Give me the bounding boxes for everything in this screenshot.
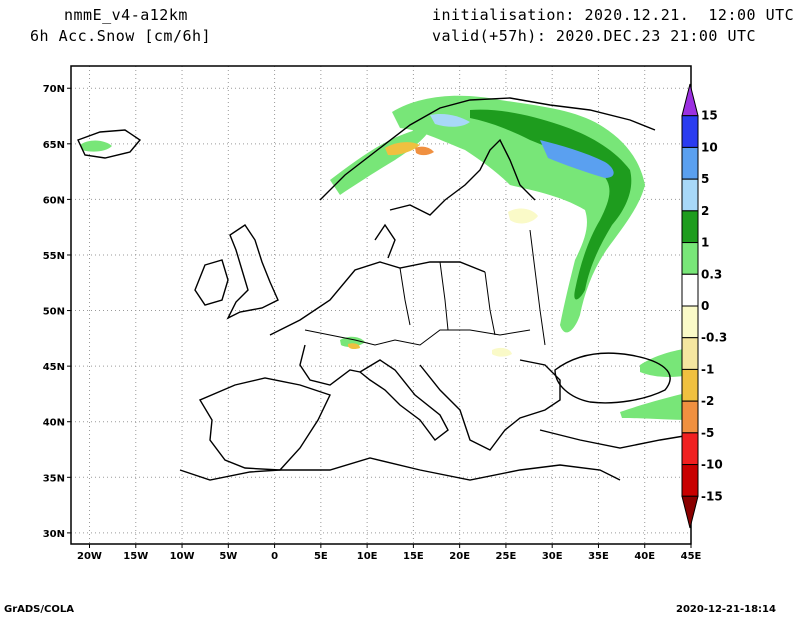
norway-orange (385, 142, 420, 156)
sweden-coast (389, 138, 536, 216)
colorbar-segment (681, 146, 699, 180)
colorbar-label: 0 (701, 299, 709, 313)
caucasus-snow (640, 348, 690, 377)
lat-tick-label: 30N (43, 529, 65, 540)
snow-lightblue-patch (430, 113, 470, 127)
lat-tick-label: 60N (43, 195, 65, 206)
lat-tick-label: 40N (43, 418, 65, 429)
colorbar-segment (681, 178, 699, 212)
lon-tick-label: 10W (170, 551, 195, 562)
lat-tick-label: 50N (43, 307, 65, 318)
scandinavia-coast (319, 97, 656, 201)
colorbar-label: 15 (701, 109, 718, 123)
colorbar-segment (681, 242, 699, 275)
colorbar-segment (681, 305, 699, 339)
colorbar-label: -10 (701, 458, 723, 472)
colorbar-label: -1 (701, 362, 714, 376)
lon-tick-label: 20E (449, 551, 470, 562)
colorbar-label: 2 (701, 204, 709, 218)
lon-tick-label: 35E (588, 551, 609, 562)
model-name: nmmE_v4-a12km (64, 6, 188, 24)
lon-tick-label: 10E (357, 551, 378, 562)
colorbar-segment (681, 210, 699, 244)
lon-tick-label: 5E (314, 551, 328, 562)
turkey-snow (620, 392, 690, 420)
lon-tick-label: 5W (219, 551, 237, 562)
colorbar-label: -0.3 (701, 331, 727, 345)
lon-tick-label: 0 (271, 551, 278, 562)
footer-timestamp: 2020-12-21-18:14 (676, 604, 776, 615)
lat-tick-label: 55N (43, 251, 65, 262)
hungary-yellow (492, 347, 512, 357)
ireland (194, 259, 229, 306)
colorbar: 15 10 5 2 1 0.3 0 -0.3 -1 -2 -5 -10 -15 (681, 83, 727, 529)
variable-title: 6h Acc.Snow [cm/6h] (30, 27, 212, 45)
snow-fields (80, 95, 690, 420)
colorbar-label: -5 (701, 426, 714, 440)
colorbar-segment (681, 115, 699, 148)
colorbar-segment (681, 337, 699, 370)
colorbar-label: -2 (701, 394, 714, 408)
colorbar-label: -15 (701, 489, 723, 503)
lon-tick-label: 45E (681, 551, 702, 562)
colorbar-bottom-arrow (681, 495, 699, 529)
north-africa-coast (179, 457, 621, 481)
italy (358, 359, 449, 441)
lat-tick-label: 35N (43, 473, 65, 484)
colorbar-label: 10 (701, 140, 718, 154)
lon-tick-label: 20W (77, 551, 102, 562)
lon-tick-label: 15W (123, 551, 148, 562)
balkans (419, 359, 561, 451)
colorbar-label: 0.3 (701, 267, 722, 281)
lat-tick-label: 70N (43, 84, 65, 95)
coastlines (77, 97, 691, 481)
continental-coast (269, 261, 486, 386)
lon-tick-label: 15E (403, 551, 424, 562)
denmark (374, 223, 396, 259)
norway-dark-orange (415, 146, 434, 156)
black-sea (554, 352, 671, 404)
colorbar-label: 1 (701, 236, 709, 250)
colorbar-segment (681, 432, 699, 466)
colorbar-segment (681, 464, 699, 497)
borders-ns (399, 229, 546, 346)
snow-blue-band (540, 140, 614, 178)
colorbar-segment (681, 400, 699, 434)
borders-central (304, 329, 531, 346)
latitude-labels: 70N 65N 60N 55N 50N 45N 40N 35N 30N (43, 84, 71, 540)
baltic-yellow (508, 208, 538, 224)
alps-orange (348, 343, 360, 350)
iceland-snow (80, 140, 112, 152)
lon-tick-label: 30E (542, 551, 563, 562)
lat-tick-label: 45N (43, 362, 65, 373)
longitude-labels: 20W 15W 10W 5W 0 5E 10E 15E 20E 25E 30E 35E 40E 45E (77, 544, 702, 562)
colorbar-segment (681, 368, 699, 402)
colorbar-label: 5 (701, 172, 709, 186)
iceland (77, 129, 142, 159)
init-time: initialisation: 2020.12.21. 12:00 UTC (432, 6, 795, 24)
valid-time: valid(+57h): 2020.DEC.23 21:00 UTC (432, 27, 757, 45)
alps-snow (340, 336, 365, 347)
lat-tick-label: 65N (43, 140, 65, 151)
great-britain (226, 224, 279, 320)
turkey-coast (539, 429, 691, 449)
lon-tick-label: 25E (496, 551, 517, 562)
colorbar-segment (681, 273, 699, 307)
footer-credit: GrADS/COLA (4, 604, 74, 615)
lon-tick-label: 40E (634, 551, 655, 562)
